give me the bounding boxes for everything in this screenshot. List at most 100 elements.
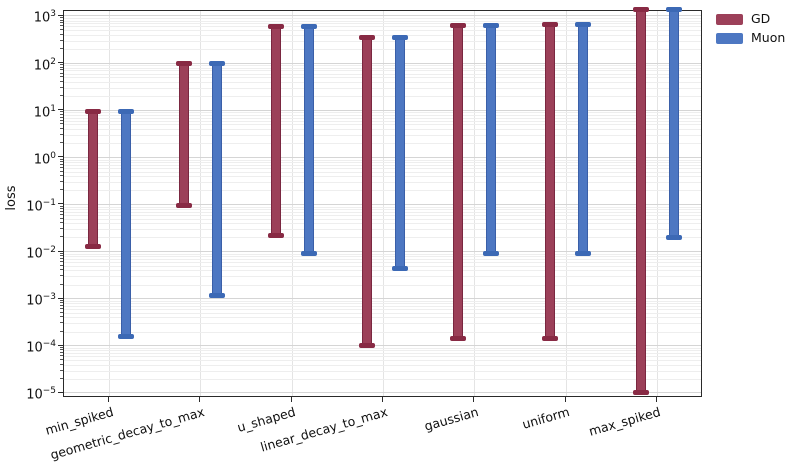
legend-entry-gd: GD	[716, 11, 785, 26]
y-minor-tick	[60, 305, 63, 307]
minor-gridline	[64, 73, 701, 75]
minor-gridline	[64, 378, 701, 380]
y-minor-tick	[60, 269, 63, 271]
range-bar-cap-gd-geometric_decay_to_max	[176, 60, 193, 66]
plot-area	[63, 6, 702, 397]
range-bar-cap-gd-linear_decay_to_max	[359, 343, 375, 349]
range-bar-cap-muon-uniform	[574, 22, 591, 28]
range-bar-cap-gd-geometric_decay_to_max	[176, 203, 193, 209]
range-bar-cap-muon-u_shaped	[300, 23, 317, 29]
minor-gridline	[64, 350, 701, 352]
range-bar-cap-muon-geometric_decay_to_max	[209, 60, 226, 66]
minor-gridline	[64, 312, 701, 314]
range-bar-gd-max_spiked	[635, 9, 646, 393]
major-gridline	[64, 156, 701, 158]
y-minor-tick	[60, 25, 63, 27]
minor-gridline	[64, 67, 701, 69]
y-minor-tick	[60, 170, 63, 172]
y-tick-label: 10−2	[26, 245, 56, 262]
vertical-gridline	[565, 11, 567, 396]
minor-gridline	[64, 134, 701, 136]
minor-gridline	[64, 171, 701, 173]
y-minor-tick	[60, 222, 63, 224]
y-minor-tick	[60, 208, 63, 210]
minor-gridline	[64, 276, 701, 278]
vertical-gridline	[291, 11, 293, 396]
minor-gridline	[64, 265, 701, 267]
minor-gridline	[64, 40, 701, 42]
x-tick	[199, 397, 201, 402]
y-minor-tick	[60, 330, 63, 332]
minor-gridline	[64, 48, 701, 50]
y-major-tick	[58, 203, 63, 205]
range-bar-cap-muon-min_spiked	[118, 108, 135, 114]
legend-label-muon: Muon	[751, 30, 786, 45]
legend-label-gd: GD	[751, 11, 771, 26]
range-bar-cap-gd-u_shaped	[267, 23, 284, 29]
vertical-gridline	[474, 11, 476, 396]
x-tick	[382, 397, 383, 402]
minor-gridline	[64, 34, 701, 36]
minor-gridline	[64, 124, 701, 126]
minor-gridline	[64, 256, 701, 258]
range-bar-cap-muon-min_spiked	[118, 333, 135, 339]
minor-gridline	[64, 20, 701, 22]
minor-gridline	[64, 182, 701, 183]
minor-gridline	[64, 190, 701, 192]
minor-gridline	[64, 262, 701, 264]
minor-gridline	[64, 167, 701, 169]
minor-gridline	[64, 223, 701, 225]
y-minor-tick	[60, 181, 63, 182]
vertical-gridline	[109, 11, 111, 396]
range-bar-cap-muon-max_spiked	[665, 234, 682, 240]
legend-swatch-muon	[716, 32, 743, 44]
range-bar-muon-gaussian	[486, 25, 497, 254]
y-minor-tick	[60, 39, 63, 41]
major-gridline	[64, 203, 701, 205]
y-tick-label: 10−5	[26, 386, 56, 403]
y-minor-tick	[60, 119, 63, 121]
y-minor-tick	[60, 228, 63, 230]
y-minor-tick	[60, 205, 63, 207]
y-minor-tick	[60, 236, 63, 238]
range-bar-cap-muon-u_shaped	[300, 251, 317, 257]
y-minor-tick	[60, 255, 63, 257]
major-gridline	[64, 345, 701, 347]
minor-gridline	[64, 96, 701, 98]
minor-gridline	[64, 120, 701, 122]
range-bar-gd-min_spiked	[88, 111, 99, 247]
legend: GD Muon	[716, 11, 786, 45]
y-minor-tick	[60, 72, 63, 74]
minor-gridline	[64, 284, 701, 286]
range-bar-cap-muon-max_spiked	[665, 6, 682, 12]
y-minor-tick	[60, 69, 63, 71]
y-minor-tick	[60, 142, 63, 144]
y-minor-tick	[60, 127, 63, 129]
minor-gridline	[64, 317, 701, 319]
y-minor-tick	[60, 347, 63, 349]
y-minor-tick	[60, 163, 63, 165]
range-bar-cap-gd-uniform	[541, 336, 558, 342]
y-minor-tick	[60, 322, 63, 324]
minor-gridline	[64, 23, 701, 25]
y-minor-tick	[60, 264, 63, 266]
y-minor-tick	[60, 160, 63, 162]
y-minor-tick	[60, 111, 63, 113]
y-minor-tick	[60, 257, 63, 259]
range-bar-muon-linear_decay_to_max	[395, 37, 405, 269]
y-minor-tick	[60, 352, 63, 354]
y-minor-tick	[60, 17, 63, 19]
y-minor-tick	[60, 123, 63, 125]
y-minor-tick	[60, 29, 63, 31]
vertical-gridline	[383, 11, 384, 396]
range-bar-cap-gd-uniform	[541, 22, 558, 28]
minor-gridline	[64, 176, 701, 178]
range-bar-muon-uniform	[577, 24, 588, 254]
y-minor-tick	[60, 275, 63, 277]
y-tick-label: 10−3	[26, 292, 56, 309]
range-bar-muon-max_spiked	[668, 9, 679, 238]
major-gridline	[64, 62, 701, 64]
x-tick	[108, 397, 110, 402]
major-gridline	[64, 15, 701, 17]
